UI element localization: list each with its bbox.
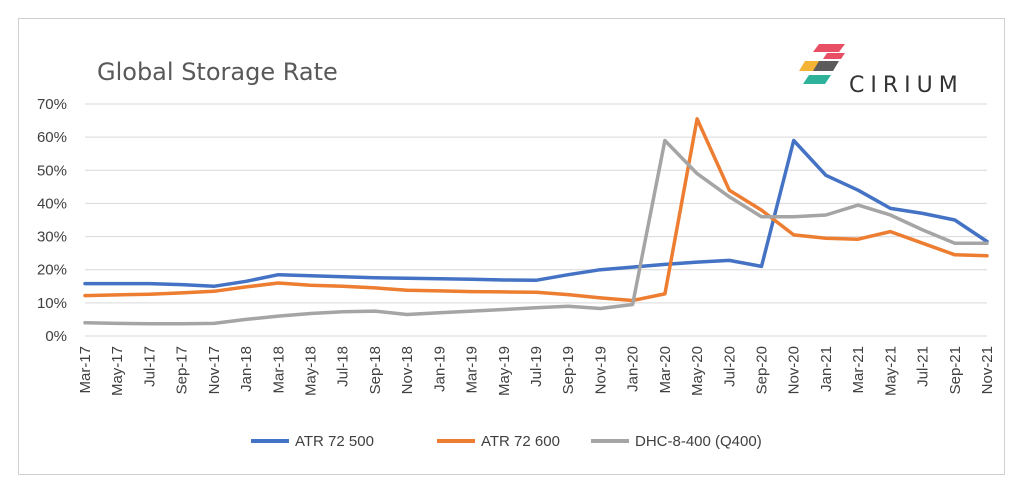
- y-axis-tick-labels: 0% 10% 20% 30% 40% 50% 60% 70%: [37, 96, 67, 345]
- x-tick-label: Sep-20: [754, 346, 771, 394]
- legend: ATR 72 500 ATR 72 600 DHC-8-400 (Q400): [251, 433, 762, 450]
- chart-svg: Global Storage Rate CIRIUM 0% 10% 20% 30% 40…: [37, 44, 996, 450]
- series-line-2: [83, 138, 989, 326]
- x-axis-tick-labels: Mar-17 May-17 Jul-17 Sep-17 Nov-17 Jan-18 Mar-…: [77, 346, 996, 396]
- x-tick-label: Jul-21: [915, 346, 932, 387]
- x-tick-label: May-18: [303, 346, 320, 396]
- x-tick-label: May-19: [496, 346, 513, 396]
- x-tick-label: Jul-19: [528, 346, 545, 387]
- x-tick-label: Nov-19: [592, 346, 609, 394]
- x-tick-label: Jan-19: [431, 346, 448, 392]
- x-tick-label: Mar-17: [77, 346, 94, 394]
- x-tick-label: Jan-21: [818, 346, 835, 392]
- x-tick-label: Mar-20: [657, 346, 674, 394]
- x-tick-label: May-21: [882, 346, 899, 396]
- y-tick-label: 10%: [37, 295, 67, 312]
- legend-label-1: ATR 72 600: [481, 433, 560, 450]
- x-tick-label: Jul-20: [721, 346, 738, 387]
- x-tick-label: Nov-18: [399, 346, 416, 394]
- x-tick-label: Jan-20: [625, 346, 642, 392]
- y-tick-label: 40%: [37, 195, 67, 212]
- y-tick-label: 30%: [37, 229, 67, 246]
- x-tick-label: May-20: [689, 346, 706, 396]
- series-lines: [83, 117, 989, 326]
- grid-lines: [85, 103, 987, 337]
- x-tick-label: Mar-19: [464, 346, 481, 394]
- logo-shape-red: [813, 44, 845, 52]
- logo-shape-green: [803, 75, 831, 84]
- logo-shape-dark: [813, 61, 839, 71]
- x-tick-label: Jul-17: [141, 346, 158, 387]
- x-tick-label: Sep-17: [174, 346, 191, 394]
- cirium-logo: CIRIUM: [799, 44, 964, 98]
- x-tick-label: Sep-19: [560, 346, 577, 394]
- x-tick-label: Mar-18: [270, 346, 287, 394]
- series-line-0: [83, 138, 989, 289]
- x-tick-label: Jan-18: [238, 346, 255, 392]
- x-tick-label: Mar-21: [850, 346, 867, 394]
- chart-frame: Global Storage Rate CIRIUM 0% 10% 20% 30% 40…: [18, 18, 1005, 475]
- x-tick-label: May-17: [109, 346, 126, 396]
- x-tick-label: Nov-20: [786, 346, 803, 394]
- series-line-1: [83, 117, 989, 303]
- x-tick-label: Jul-18: [335, 346, 352, 387]
- y-tick-label: 60%: [37, 129, 67, 146]
- y-tick-label: 50%: [37, 162, 67, 179]
- chart-title: Global Storage Rate: [97, 58, 338, 86]
- y-tick-label: 20%: [37, 262, 67, 279]
- logo-text: CIRIUM: [849, 73, 964, 98]
- x-tick-label: Sep-18: [367, 346, 384, 394]
- x-tick-label: Sep-21: [947, 346, 964, 394]
- legend-label-2: DHC-8-400 (Q400): [635, 433, 762, 450]
- x-tick-label: Nov-21: [979, 346, 996, 394]
- y-tick-label: 0%: [45, 328, 67, 345]
- x-tick-label: Nov-17: [206, 346, 223, 394]
- logo-shape-red-small: [823, 53, 845, 59]
- legend-label-0: ATR 72 500: [295, 433, 374, 450]
- y-tick-label: 70%: [37, 96, 67, 113]
